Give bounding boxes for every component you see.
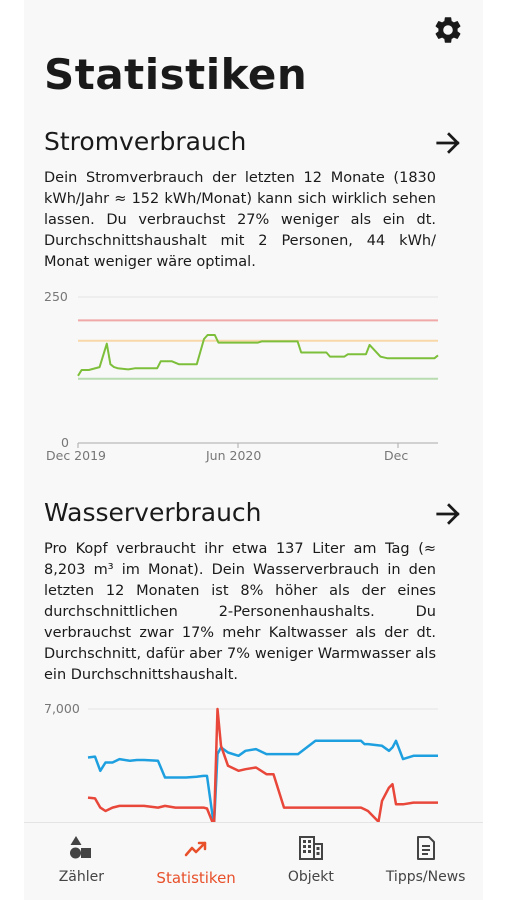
gear-icon[interactable]: [432, 14, 464, 46]
power-xtick-dec: Dec: [384, 448, 408, 463]
power-section-title: Stromverbrauch: [44, 127, 247, 156]
water-chart: 7,000: [44, 701, 438, 826]
tab-tipps-news[interactable]: Tipps/News: [368, 823, 483, 900]
power-ytick-0: 0: [61, 435, 69, 450]
shapes-icon: [70, 836, 92, 859]
document-icon: [416, 836, 435, 860]
tab-bar: Zähler Statistiken Objekt: [24, 822, 483, 900]
tab-label: Objekt: [287, 869, 334, 885]
tab-label: Zähler: [58, 869, 105, 885]
power-series-line: [77, 334, 439, 377]
power-xtick-dec2019: Dec 2019: [46, 448, 106, 463]
power-chart: 250 0 Dec 2019 Jun 2020 Dec: [44, 289, 439, 463]
tab-label: Tipps/News: [385, 869, 466, 885]
tab-statistiken[interactable]: Statistiken: [139, 823, 254, 900]
water-description: Pro Kopf verbraucht ihr etwa 137 Liter a…: [44, 541, 436, 683]
water-cold-line: [87, 739, 438, 826]
water-warm-line: [87, 707, 438, 826]
power-xtick-jun2020: Jun 2020: [205, 448, 261, 463]
arrow-right-icon[interactable]: [434, 128, 464, 158]
power-ytick-250: 250: [44, 289, 68, 304]
screen: Statistiken Stromverbrauch Dein Stromver…: [24, 0, 483, 900]
power-description: Dein Stromverbrauch der letzten 12 Monat…: [44, 170, 436, 270]
tab-label: Statistiken: [156, 869, 236, 887]
water-section-title: Wasserverbrauch: [44, 498, 262, 527]
water-ytick-7000: 7,000: [44, 701, 80, 716]
building-icon: [298, 836, 323, 860]
trend-chart-icon: [184, 841, 207, 857]
arrow-right-icon[interactable]: [434, 499, 464, 529]
page-title: Statistiken: [44, 50, 308, 99]
tab-zaehler[interactable]: Zähler: [24, 823, 139, 900]
tab-objekt[interactable]: Objekt: [254, 823, 369, 900]
